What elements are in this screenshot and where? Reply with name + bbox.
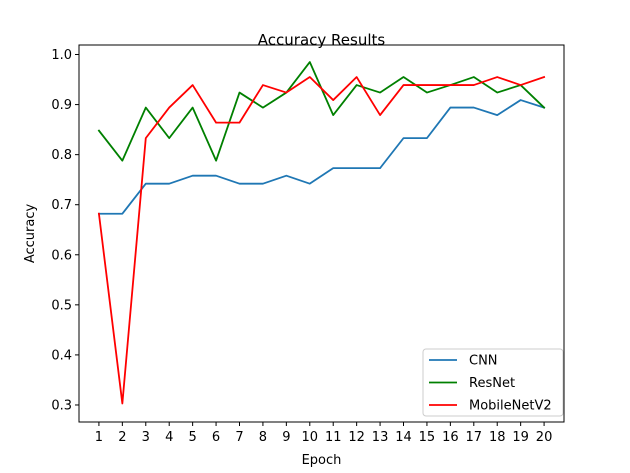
- y-tick-label: 0.7: [51, 198, 72, 213]
- x-tick-label: 15: [419, 430, 436, 445]
- y-axis-label: Accuracy: [23, 204, 38, 264]
- x-tick-label: 4: [165, 430, 173, 445]
- y-tick-label: 0.3: [51, 398, 72, 413]
- series-line-mobilenetv2: [97, 75, 546, 405]
- x-tick-label: 7: [235, 430, 243, 445]
- legend-label-cnn: CNN: [469, 354, 498, 369]
- x-axis: 1 2 3 4 5 6 7 8 9 10 11 12 13 14 15 16 17 18 19 20: [95, 422, 553, 445]
- x-tick-label: 3: [142, 430, 150, 445]
- y-tick-label: 0.9: [51, 98, 72, 113]
- chart-title: Accuracy Results: [258, 31, 386, 49]
- x-tick-label: 16: [442, 430, 459, 445]
- y-tick-label: 0.5: [51, 298, 72, 313]
- series-line-cnn: [98, 99, 546, 215]
- y-tick-label: 0.4: [51, 348, 72, 363]
- x-axis-label: Epoch: [302, 453, 342, 468]
- x-tick-label: 11: [325, 430, 342, 445]
- y-axis: 0.3 0.4 0.5 0.6 0.7 0.8 0.9 1.0: [51, 48, 79, 413]
- legend: CNN ResNet MobileNetV2: [422, 348, 564, 417]
- legend-label-mobilenetv2: MobileNetV2: [469, 399, 552, 414]
- x-tick-label: 20: [536, 430, 553, 445]
- legend-label-resnet: ResNet: [469, 376, 515, 391]
- y-tick-label: 0.8: [51, 148, 72, 163]
- x-tick-label: 14: [395, 430, 412, 445]
- x-tick-label: 12: [348, 430, 365, 445]
- x-tick-label: 18: [489, 430, 506, 445]
- y-tick-label: 1.0: [51, 48, 72, 63]
- x-tick-label: 17: [466, 430, 483, 445]
- x-tick-label: 9: [282, 430, 290, 445]
- legend-box: [422, 348, 564, 417]
- x-tick-label: 8: [259, 430, 267, 445]
- plot-frame: [78, 44, 565, 423]
- x-tick-label: 6: [212, 430, 220, 445]
- y-tick-label: 0.6: [51, 248, 72, 263]
- x-tick-label: 2: [118, 430, 126, 445]
- x-tick-label: 5: [188, 430, 196, 445]
- x-tick-label: 1: [95, 430, 103, 445]
- x-tick-label: 13: [372, 430, 389, 445]
- series-layer: [97, 61, 546, 405]
- x-tick-label: 10: [302, 430, 319, 445]
- x-tick-label: 19: [512, 430, 529, 445]
